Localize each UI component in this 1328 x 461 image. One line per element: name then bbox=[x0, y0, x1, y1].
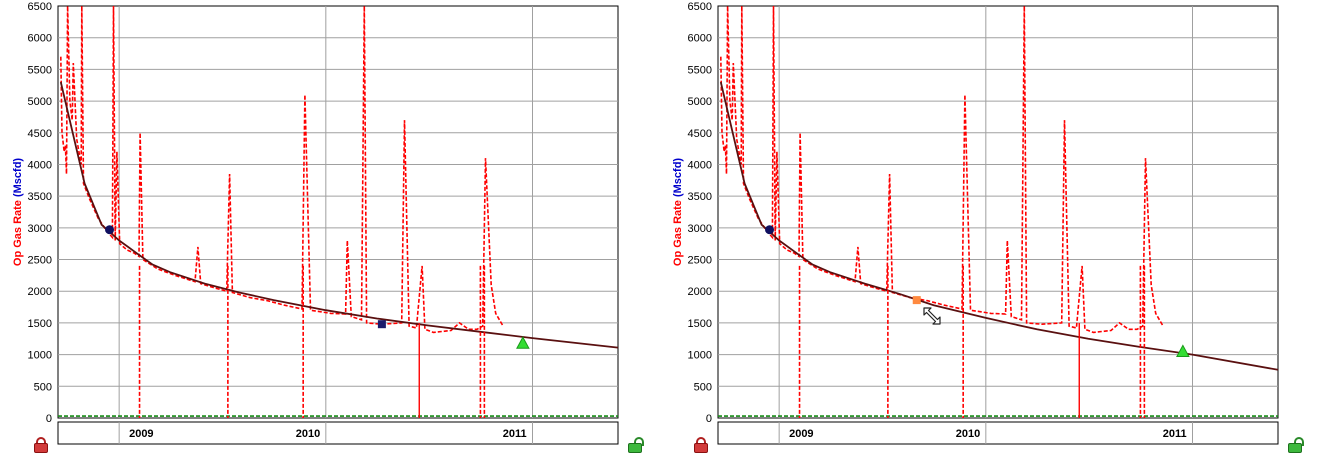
green-unlock-icon[interactable] bbox=[1288, 437, 1304, 453]
left-chart-panel: 0 500 1000 1500 2000 2500 3000 3500 4000 4500 5000… bbox=[0, 0, 664, 461]
actual-rate-line bbox=[60, 6, 504, 334]
green-unlock-icon[interactable] bbox=[628, 437, 644, 453]
y-tick-label: 6000 bbox=[28, 33, 52, 45]
handle-marker-active bbox=[912, 296, 921, 305]
y-tick-label: 4500 bbox=[28, 128, 52, 140]
y-tick-label: 1000 bbox=[28, 350, 52, 362]
y-tick-label: 5000 bbox=[28, 96, 52, 108]
year-label: 2009 bbox=[789, 428, 813, 440]
y-tick-label: 4000 bbox=[688, 159, 712, 171]
right-decline-chart[interactable]: 0 500 1000 1500 2000 2500 3000 3500 4000 4500 5000… bbox=[664, 0, 1328, 461]
year-label: 2010 bbox=[296, 428, 320, 440]
y-tick-label: 2000 bbox=[688, 286, 712, 298]
y-tick-label: 3500 bbox=[28, 191, 52, 203]
year-axis-band bbox=[717, 421, 1279, 445]
plot-series-group bbox=[58, 6, 618, 418]
right-chart-panel: 0 500 1000 1500 2000 2500 3000 3500 4000 4500 5000… bbox=[664, 0, 1328, 461]
y-tick-label: 3500 bbox=[688, 191, 712, 203]
y-tick-label: 4500 bbox=[688, 128, 712, 140]
diagonal-resize-cursor-icon bbox=[923, 307, 941, 325]
y-tick-label: 5500 bbox=[688, 64, 712, 76]
y-tick-label: 6000 bbox=[688, 33, 712, 45]
y-tick-label: 2500 bbox=[28, 255, 52, 267]
y-tick-label: 5000 bbox=[688, 96, 712, 108]
y-axis-label: Op Gas Rate (Mscfd) bbox=[12, 158, 24, 267]
plot-area bbox=[57, 5, 619, 419]
start-marker bbox=[765, 225, 775, 235]
y-tick-label: 2000 bbox=[28, 286, 52, 298]
year-label: 2010 bbox=[956, 428, 980, 440]
red-lock-icon[interactable] bbox=[34, 437, 48, 453]
year-label: 2009 bbox=[129, 428, 153, 440]
y-tick-label: 6500 bbox=[28, 1, 52, 13]
year-axis-band bbox=[57, 421, 619, 445]
year-label: 2011 bbox=[503, 428, 527, 440]
actual-rate-line bbox=[720, 6, 1164, 334]
end-marker bbox=[1176, 344, 1190, 357]
y-tick-label: 3000 bbox=[688, 223, 712, 235]
y-tick-label: 1000 bbox=[688, 350, 712, 362]
y-tick-label: 5500 bbox=[28, 64, 52, 76]
y-tick-label: 1500 bbox=[688, 318, 712, 330]
red-lock-icon[interactable] bbox=[694, 437, 708, 453]
y-tick-label: 2500 bbox=[688, 255, 712, 267]
handle-marker bbox=[377, 320, 386, 329]
y-tick-label: 0 bbox=[46, 413, 52, 425]
year-label: 2011 bbox=[1163, 428, 1187, 440]
end-marker bbox=[516, 336, 530, 349]
y-tick-label: 0 bbox=[706, 413, 712, 425]
y-tick-label: 500 bbox=[694, 381, 712, 393]
y-tick-label: 6500 bbox=[688, 1, 712, 13]
y-tick-label: 4000 bbox=[28, 159, 52, 171]
y-tick-label: 500 bbox=[34, 381, 52, 393]
left-decline-chart[interactable]: 0 500 1000 1500 2000 2500 3000 3500 4000 4500 5000… bbox=[0, 0, 664, 461]
y-tick-label: 1500 bbox=[28, 318, 52, 330]
y-tick-label: 3000 bbox=[28, 223, 52, 235]
start-marker bbox=[105, 225, 115, 235]
y-axis-label: Op Gas Rate (Mscfd) bbox=[672, 158, 684, 267]
